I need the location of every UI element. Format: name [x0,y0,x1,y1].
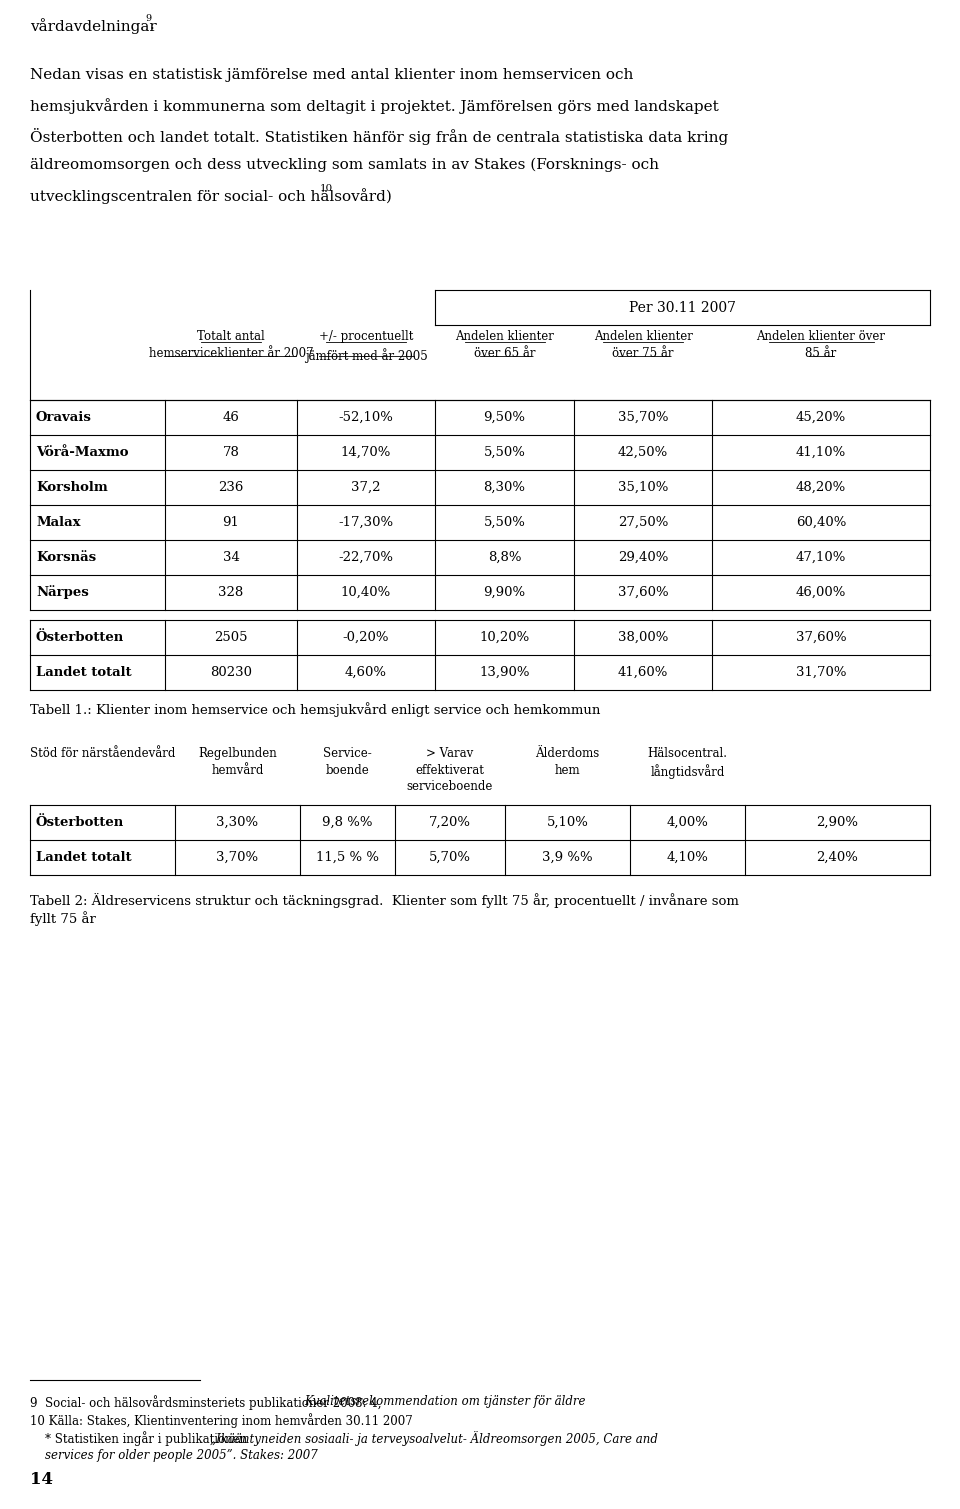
Text: Andelen klienter
över 65 år: Andelen klienter över 65 år [455,330,554,361]
Text: 48,20%: 48,20% [796,481,846,493]
Text: Tabell 1.: Klienter inom hemservice och hemsjukvård enligt service och hemkommun: Tabell 1.: Klienter inom hemservice och … [30,702,600,717]
Text: 10 Källa: Stakes, Klientinventering inom hemvården 30.11 2007: 10 Källa: Stakes, Klientinventering inom… [30,1412,413,1428]
Text: 37,60%: 37,60% [796,631,847,644]
Text: 7,20%: 7,20% [429,816,471,828]
Text: 10,20%: 10,20% [479,631,530,644]
Text: Andelen klienter över
85 år: Andelen klienter över 85 år [756,330,885,361]
Text: 46: 46 [223,410,239,424]
Text: Per 30.11 2007: Per 30.11 2007 [629,300,736,314]
Text: 80230: 80230 [210,665,252,679]
Text: Korsholm: Korsholm [36,481,108,493]
Text: Nedan visas en statistisk jämförelse med antal klienter inom hemservicen och: Nedan visas en statistisk jämförelse med… [30,68,634,81]
Text: 5,70%: 5,70% [429,851,471,865]
Text: +/- procentuellt
jämfört med år 2005: +/- procentuellt jämfört med år 2005 [304,330,427,362]
Text: 34: 34 [223,551,239,564]
Text: Oravais: Oravais [36,410,92,424]
Text: 60,40%: 60,40% [796,516,846,530]
Text: Österbotten: Österbotten [36,816,124,828]
Text: 38,00%: 38,00% [618,631,668,644]
Text: 31,70%: 31,70% [796,665,847,679]
Text: 9,50%: 9,50% [484,410,525,424]
Text: Stöd för närståendevård: Stöd för närståendevård [30,747,175,761]
Text: -0,20%: -0,20% [343,631,389,644]
Text: 3,30%: 3,30% [216,816,258,828]
Text: 5,50%: 5,50% [484,516,525,530]
Text: 4,00%: 4,00% [666,816,708,828]
Text: Totalt antal
hemserviceklienter år 2007: Totalt antal hemserviceklienter år 2007 [149,330,313,361]
Text: Älderdoms
hem: Älderdoms hem [536,747,600,777]
Text: Närpes: Närpes [36,585,88,599]
Text: utvecklingscentralen för social- och hälsovård): utvecklingscentralen för social- och häl… [30,189,396,204]
Text: 11,5 % %: 11,5 % % [316,851,379,865]
Text: äldreomomsorgen och dess utveckling som samlats in av Stakes (Forsknings- och: äldreomomsorgen och dess utveckling som … [30,158,659,172]
Text: Service-
boende: Service- boende [324,747,372,777]
Text: 35,70%: 35,70% [617,410,668,424]
Text: Österbotten och landet totalt. Statistiken hänför sig från de centrala statistis: Österbotten och landet totalt. Statistik… [30,128,729,145]
Text: 9  Social- och hälsovårdsminsteriets publikationer 2008: 4,: 9 Social- och hälsovårdsminsteriets publ… [30,1394,389,1409]
Text: 27,50%: 27,50% [618,516,668,530]
Text: 47,10%: 47,10% [796,551,846,564]
Text: 9,90%: 9,90% [484,585,525,599]
Text: Kvalitetsrekommendation om tjänster för äldre: Kvalitetsrekommendation om tjänster för … [304,1394,586,1408]
Text: 41,60%: 41,60% [618,665,668,679]
Text: 10: 10 [320,184,333,193]
Text: 42,50%: 42,50% [618,447,668,459]
Text: 2,40%: 2,40% [817,851,858,865]
Text: 37,2: 37,2 [351,481,381,493]
Text: fyllt 75 år: fyllt 75 år [30,911,96,927]
Text: -22,70%: -22,70% [339,551,394,564]
Text: 14,70%: 14,70% [341,447,391,459]
Text: 29,40%: 29,40% [618,551,668,564]
Text: 46,00%: 46,00% [796,585,846,599]
Text: Regelbunden
hemvård: Regelbunden hemvård [198,747,276,777]
Text: -52,10%: -52,10% [339,410,394,424]
Text: Vörå-Maxmo: Vörå-Maxmo [36,447,129,459]
Text: Malax: Malax [36,516,81,530]
Text: 4,10%: 4,10% [666,851,708,865]
Text: > Varav
effektiverat
serviceboende: > Varav effektiverat serviceboende [407,747,493,794]
Text: 3,9 %%: 3,9 %% [542,851,593,865]
Text: Landet totalt: Landet totalt [36,665,132,679]
Text: „Ikääntyneiden sosiaali- ja terveysoalvelut- Äldreomsorgen 2005, Care and: „Ikääntyneiden sosiaali- ja terveysoalve… [210,1431,658,1446]
Text: 3,70%: 3,70% [216,851,258,865]
Text: 4,60%: 4,60% [345,665,387,679]
Text: 5,50%: 5,50% [484,447,525,459]
Text: 328: 328 [218,585,244,599]
Text: Hälsocentral.
långtidsvård: Hälsocentral. långtidsvård [647,747,728,779]
Text: 9: 9 [145,14,151,23]
Text: 14: 14 [30,1471,53,1488]
Text: 37,60%: 37,60% [617,585,668,599]
Text: * Statistiken ingår i publikationen: * Statistiken ingår i publikationen [30,1431,251,1446]
Text: 8,8%: 8,8% [488,551,521,564]
Text: -17,30%: -17,30% [339,516,394,530]
Text: Österbotten: Österbotten [36,631,124,644]
Text: 2505: 2505 [214,631,248,644]
Text: hemsjukvården i kommunerna som deltagit i projektet. Jämförelsen görs med landsk: hemsjukvården i kommunerna som deltagit … [30,98,719,113]
Text: Tabell 2: Äldreservicens struktur och täckningsgrad.  Klienter som fyllt 75 år, : Tabell 2: Äldreservicens struktur och tä… [30,893,739,908]
Text: 45,20%: 45,20% [796,410,846,424]
Text: Landet totalt: Landet totalt [36,851,132,865]
Text: services for older people 2005”. Stakes: 2007: services for older people 2005”. Stakes:… [30,1449,318,1462]
Text: 41,10%: 41,10% [796,447,846,459]
Text: 13,90%: 13,90% [479,665,530,679]
Text: 5,10%: 5,10% [546,816,588,828]
Text: 10,40%: 10,40% [341,585,391,599]
Text: 91: 91 [223,516,239,530]
Text: .: . [150,18,155,32]
Text: 2,90%: 2,90% [817,816,858,828]
Text: Korsnäs: Korsnäs [36,551,96,564]
Text: 35,10%: 35,10% [618,481,668,493]
Text: 236: 236 [218,481,244,493]
Text: vårdavdelningar: vårdavdelningar [30,18,156,33]
Text: Andelen klienter
över 75 år: Andelen klienter över 75 år [593,330,692,361]
Text: 9,8 %%: 9,8 %% [323,816,372,828]
Text: 78: 78 [223,447,239,459]
Text: 8,30%: 8,30% [484,481,525,493]
